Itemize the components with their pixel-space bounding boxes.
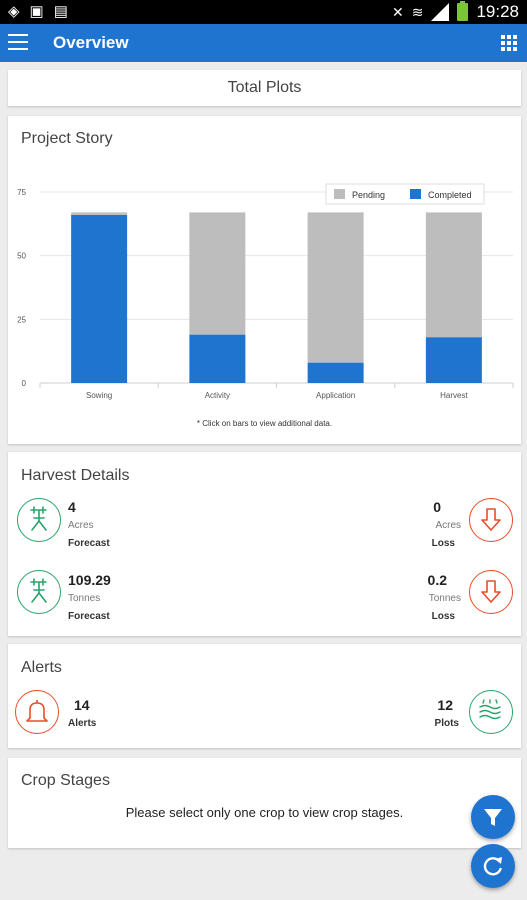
status-right-icons: ✕ ≋ 19:28 [392,0,519,24]
page-title: Overview [53,33,129,53]
harvest-details-title: Harvest Details [21,467,129,485]
alerts-card: Alerts 14 Alerts 12 Plots [8,644,521,748]
location-icon: ◈ [8,2,20,22]
tonnes-forecast-caption: Forecast [68,611,110,622]
bar-pending[interactable] [71,212,127,215]
crop-stages-card: Crop Stages Please select only one crop … [8,758,521,848]
total-plots-title: Total Plots [8,79,521,97]
image-icon: ▣ [30,2,44,22]
legend-swatch [334,189,345,199]
tonnes-loss-value: 0.2 [428,572,447,588]
bell-icon[interactable] [15,690,59,734]
plots-field-icon[interactable] [469,690,513,734]
bar-completed[interactable] [71,215,127,383]
alerts-label: Alerts [68,718,96,729]
tonnes-loss-caption: Loss [432,611,455,622]
apps-grid-icon[interactable] [501,35,517,51]
y-tick-label: 0 [22,379,27,388]
bar-pending[interactable] [426,212,482,337]
acres-forecast-caption: Forecast [68,538,110,549]
mute-icon: ✕ [392,4,404,21]
legend-swatch [410,189,421,199]
bar-pending[interactable] [308,212,364,362]
acres-forecast-unit: Acres [68,520,94,531]
filter-button[interactable] [471,795,515,839]
tonnes-forecast-unit: Tonnes [68,593,100,604]
x-tick-label: Sowing [86,391,112,400]
bar-completed[interactable] [426,337,482,383]
plots-count: 12 [437,697,453,713]
status-bar: ◈ ▣ ▤ ✕ ≋ 19:28 [0,0,527,24]
plots-label: Plots [435,718,459,729]
acres-loss-unit: Acres [435,520,461,531]
bar-completed[interactable] [189,335,245,383]
signal-icon [431,3,449,21]
tonnes-loss-unit: Tonnes [429,593,461,604]
project-story-card: Project Story 0 25 50 75 Sowing Activity Appli… [8,116,521,444]
refresh-button[interactable] [471,844,515,888]
refresh-icon [471,844,515,888]
total-plots-card[interactable]: Total Plots [8,70,521,106]
x-tick-label: Activity [205,391,230,400]
menu-icon[interactable] [8,34,28,50]
down-arrow-icon [469,498,513,542]
harvester-icon [17,498,61,542]
alerts-count: 14 [74,697,90,713]
chart-note: * Click on bars to view additional data. [8,419,521,428]
legend-label: Pending [352,190,385,200]
acres-loss-caption: Loss [432,538,455,549]
y-tick-label: 25 [17,315,26,324]
y-tick-label: 50 [17,252,26,261]
document-icon: ▤ [54,2,68,22]
legend-label: Completed [428,190,472,200]
filter-icon [471,795,515,839]
bar-completed[interactable] [308,363,364,383]
down-arrow-icon [469,570,513,614]
wifi-icon: ≋ [412,4,424,21]
acres-forecast-value: 4 [68,499,76,515]
crop-stages-title: Crop Stages [21,772,110,790]
harvester-icon [17,570,61,614]
crop-stages-message: Please select only one crop to view crop… [8,805,521,820]
acres-loss-value: 0 [433,499,441,515]
status-left-icons: ◈ ▣ ▤ [8,2,68,22]
status-time: 19:28 [476,2,519,22]
tonnes-forecast-value: 109.29 [68,572,111,588]
bar-pending[interactable] [189,212,245,334]
y-tick-label: 75 [17,188,26,197]
x-tick-label: Application [316,391,355,400]
battery-icon [457,3,468,21]
app-bar: Overview [0,24,527,62]
harvest-details-card: Harvest Details 4 Acres Forecast 0 Acres… [8,452,521,636]
x-tick-label: Harvest [440,391,468,400]
alerts-title: Alerts [21,659,62,677]
